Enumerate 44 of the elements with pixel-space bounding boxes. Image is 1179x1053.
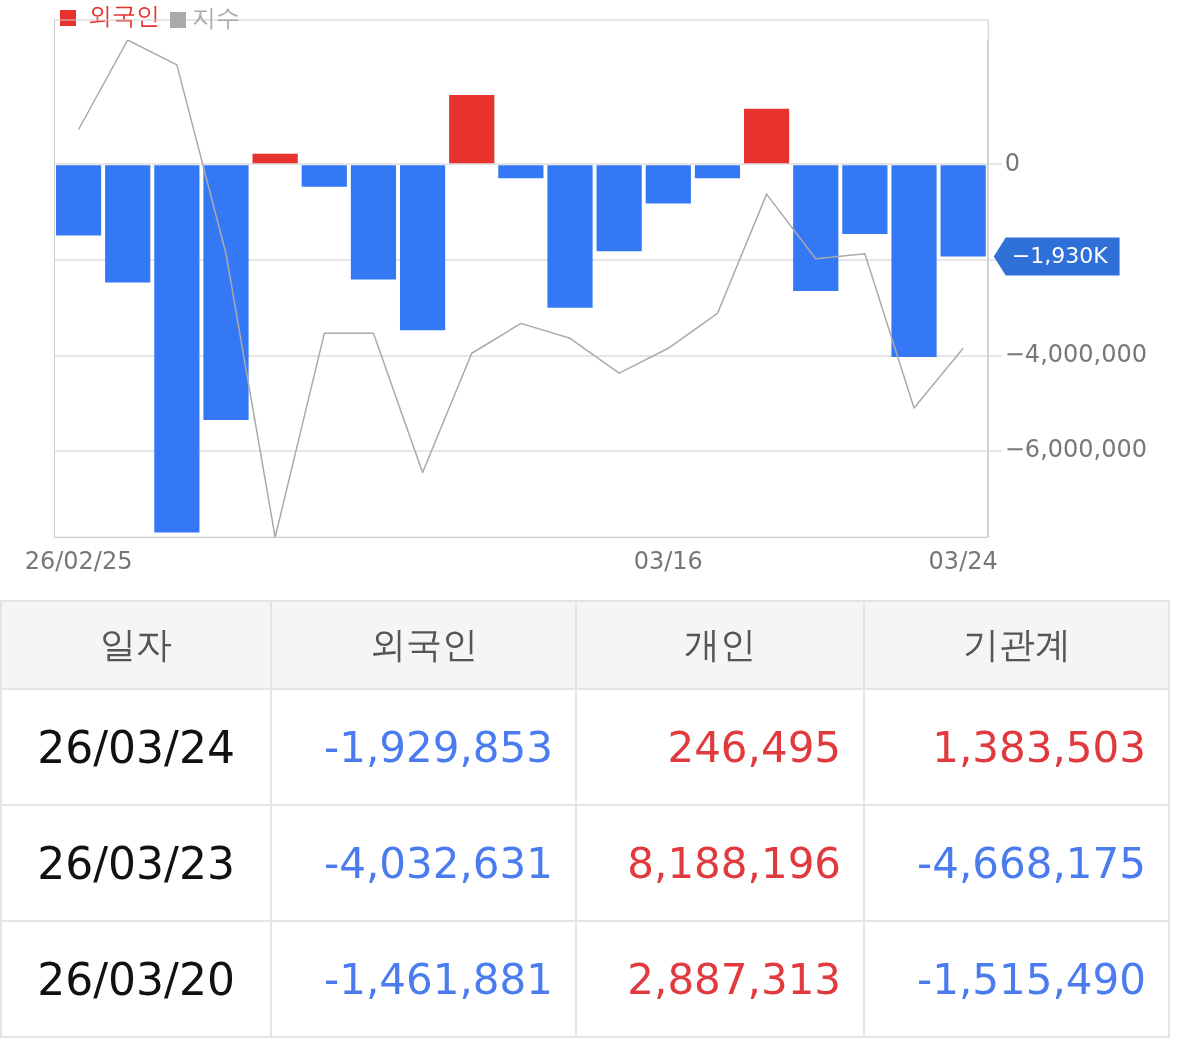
category-label: 26/03/23 [37, 837, 235, 889]
bar [793, 165, 839, 291]
legend-label: 외국인 [88, 2, 160, 31]
bar [55, 165, 102, 236]
bar [399, 165, 446, 331]
y-tick-label: −4,000,000 [1004, 339, 1148, 368]
x-tick-label: 26/02/25 [24, 546, 133, 575]
bar [645, 165, 691, 204]
text: 246,495 [667, 722, 842, 772]
bar [154, 165, 200, 533]
text: −1,930K [1011, 243, 1109, 269]
text: -1,461,881 [324, 954, 554, 1004]
text: 1,383,503 [932, 722, 1146, 772]
bar [940, 165, 986, 257]
legend-label: 지수 [192, 4, 240, 33]
category-label: 26/03/20 [37, 953, 235, 1005]
bar [547, 165, 593, 308]
category-label: 기관계 [864, 601, 1169, 689]
bar [498, 165, 544, 179]
category-label: 개인 [576, 601, 865, 689]
bar [596, 165, 642, 252]
text: -1,515,490 [917, 954, 1146, 1004]
x-tick-label: 03/16 [633, 546, 703, 575]
bar [350, 165, 397, 280]
bar [105, 165, 151, 283]
bar [694, 165, 741, 179]
category-label: 일자 [1, 601, 272, 689]
text: -4,668,175 [917, 838, 1146, 888]
text: 2,887,313 [627, 954, 842, 1004]
text: 8,188,196 [627, 838, 842, 888]
bar [891, 165, 937, 357]
category-label: 26/03/24 [37, 721, 235, 773]
text: -1,929,853 [324, 722, 554, 772]
y-tick-label: −6,000,000 [1004, 435, 1148, 464]
category-label: 외국인 [271, 601, 577, 689]
x-tick-label: 03/24 [928, 546, 998, 575]
y-tick-label: 0 [1004, 148, 1021, 177]
bar [252, 153, 298, 164]
bar [449, 94, 495, 164]
bar [743, 108, 790, 164]
bar [203, 165, 249, 421]
text: -4,032,631 [324, 838, 554, 888]
bar [842, 165, 888, 235]
bar [301, 165, 347, 187]
